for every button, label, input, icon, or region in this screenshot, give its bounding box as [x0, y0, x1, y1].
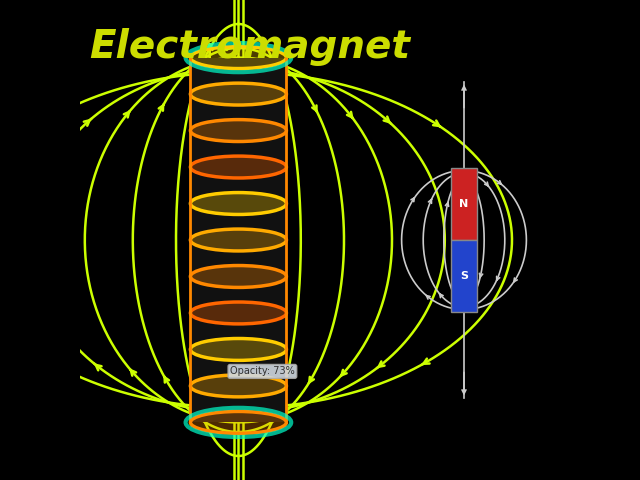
- Ellipse shape: [191, 192, 287, 215]
- Ellipse shape: [191, 156, 287, 178]
- Bar: [451, 240, 477, 312]
- Bar: [191, 58, 287, 422]
- Bar: [451, 168, 477, 240]
- Ellipse shape: [191, 375, 287, 397]
- Text: Opacity: 73%: Opacity: 73%: [230, 366, 295, 376]
- Ellipse shape: [191, 338, 287, 360]
- Ellipse shape: [191, 229, 287, 251]
- Ellipse shape: [191, 411, 287, 433]
- Ellipse shape: [191, 265, 287, 288]
- Ellipse shape: [191, 120, 287, 142]
- Text: Electromagnet: Electromagnet: [90, 28, 411, 66]
- Ellipse shape: [191, 83, 287, 105]
- Ellipse shape: [191, 47, 287, 69]
- Text: N: N: [460, 199, 468, 209]
- Ellipse shape: [191, 302, 287, 324]
- Text: S: S: [460, 271, 468, 281]
